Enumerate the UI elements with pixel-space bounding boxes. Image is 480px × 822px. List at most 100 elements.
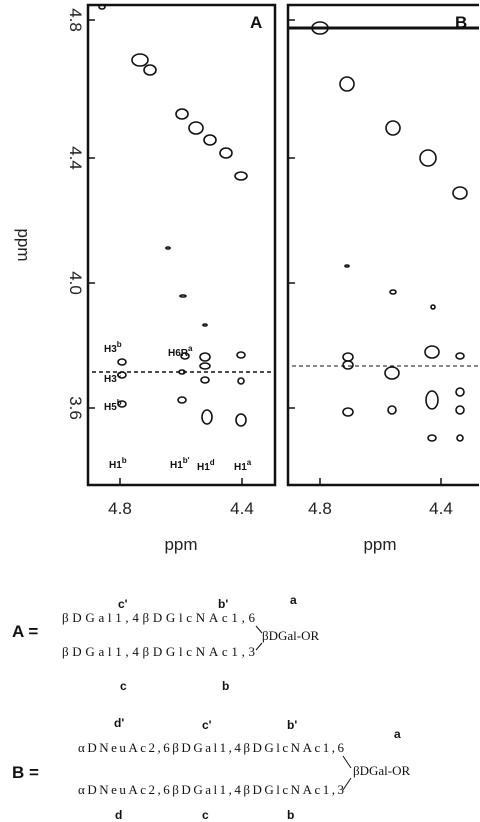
residue-letter: b' bbox=[287, 718, 297, 732]
y-tick-label: 3.6 bbox=[66, 396, 85, 420]
contour-peak bbox=[234, 171, 248, 181]
contour-peak bbox=[117, 400, 127, 408]
contour-peak bbox=[425, 390, 439, 410]
label-sup: b bbox=[117, 340, 122, 349]
contour-peak bbox=[384, 366, 400, 380]
residue-letter: b bbox=[222, 679, 229, 693]
contour-peak bbox=[236, 351, 246, 359]
peak-label: H6Ra bbox=[168, 344, 193, 359]
branch-text: αDNeuAc2,6βDGal1,4βDGlcNAc1,6 bbox=[78, 740, 345, 755]
label-sup: a bbox=[247, 458, 252, 467]
x-tick-label: 4.8 bbox=[108, 499, 132, 518]
contour-peak bbox=[177, 396, 187, 404]
x-axis-label: ppm bbox=[363, 535, 396, 554]
contour-peak bbox=[178, 369, 186, 375]
residue-letter: d' bbox=[114, 716, 124, 730]
label-sup: c bbox=[117, 370, 122, 379]
contour-peak bbox=[201, 409, 213, 425]
contour-peak bbox=[342, 352, 354, 362]
panel-label: A bbox=[250, 13, 262, 32]
peak-label: H1b' bbox=[170, 456, 190, 471]
contour-peak bbox=[344, 264, 350, 268]
contour-peak bbox=[180, 352, 190, 360]
label-text: H1 bbox=[170, 460, 183, 471]
label-text: H1 bbox=[234, 462, 247, 473]
core-text: βDGal-OR bbox=[353, 763, 410, 778]
contour-peak bbox=[199, 352, 211, 362]
structure-label: B = bbox=[12, 763, 39, 782]
contour-peak bbox=[175, 108, 189, 120]
peak-label: H1d bbox=[197, 458, 215, 473]
contour-peak bbox=[143, 64, 157, 76]
residue-letter: c' bbox=[202, 718, 212, 732]
label-text: H3 bbox=[104, 374, 117, 385]
residue-letter: c bbox=[202, 808, 209, 822]
contour-peak bbox=[202, 323, 208, 327]
peak-label: H3c bbox=[104, 370, 122, 385]
y-tick-label: 4.4 bbox=[66, 146, 85, 170]
contour-peak bbox=[389, 289, 397, 295]
y-tick-label: 4.8 bbox=[66, 8, 85, 32]
contour-peak bbox=[419, 149, 437, 167]
contour-peak bbox=[456, 434, 464, 442]
contour-peak bbox=[98, 4, 106, 10]
contour-peak bbox=[199, 362, 211, 370]
x-tick-label: 4.4 bbox=[429, 499, 453, 518]
peak-label: H3b bbox=[104, 340, 122, 355]
contour-peak bbox=[427, 434, 437, 442]
label-text: H5 bbox=[104, 402, 117, 413]
label-sup: b bbox=[122, 456, 127, 465]
residue-letter: c bbox=[120, 679, 127, 693]
branch-connector bbox=[255, 625, 263, 651]
residue-letter: a bbox=[290, 593, 297, 607]
label-sup: a bbox=[188, 344, 193, 353]
branch-connector bbox=[342, 755, 352, 791]
contour-peak bbox=[131, 53, 149, 67]
peak-label: H1a bbox=[234, 458, 252, 473]
x-axis-label: ppm bbox=[164, 535, 197, 554]
peak-label: H1b bbox=[109, 456, 127, 471]
contour-peak bbox=[455, 387, 465, 397]
label-text: H1 bbox=[197, 462, 210, 473]
x-tick-label: 4.8 bbox=[308, 499, 332, 518]
branch-text: αDNeuAc2,6βDGal1,4βDGlcNAc1,3 bbox=[78, 782, 344, 797]
contour-peak bbox=[188, 121, 204, 135]
contour-peak bbox=[235, 413, 247, 427]
panel-frame bbox=[286, 3, 479, 487]
contour-peak bbox=[430, 304, 436, 310]
label-text: H1 bbox=[109, 460, 122, 471]
label-sup: b' bbox=[183, 456, 190, 465]
residue-letter: d bbox=[115, 808, 122, 822]
contour-peak bbox=[455, 352, 465, 360]
contour-peak bbox=[387, 405, 397, 415]
contour-peak bbox=[385, 120, 401, 136]
contour-peak bbox=[342, 360, 354, 370]
contour-peak bbox=[455, 405, 465, 415]
contour-peak bbox=[237, 377, 245, 385]
contour-peak bbox=[311, 21, 329, 35]
branch-text: βDGal1,4βDGlcNAc1,3 bbox=[62, 644, 255, 659]
residue-letter: b' bbox=[218, 597, 228, 611]
contour-peak bbox=[179, 294, 187, 298]
y-axis-label: ppm bbox=[14, 228, 33, 261]
label-text: H6R bbox=[168, 348, 189, 359]
contour-peak bbox=[200, 376, 210, 384]
contour-peak bbox=[424, 345, 440, 359]
label-text: H3 bbox=[104, 344, 117, 355]
contour-peak bbox=[219, 147, 233, 159]
x-tick-label: 4.4 bbox=[230, 499, 254, 518]
label-sup: d bbox=[210, 458, 215, 467]
branch-text: βDGal1,4βDGlcNAc1,6 bbox=[62, 610, 256, 625]
contour-peak bbox=[165, 246, 171, 250]
contour-peak bbox=[117, 371, 127, 379]
residue-letter: c' bbox=[118, 597, 128, 611]
contour-peak bbox=[339, 76, 355, 92]
panel-label: B bbox=[455, 13, 467, 32]
y-tick-label: 4.0 bbox=[66, 271, 85, 295]
residue-letter: b bbox=[287, 808, 294, 822]
contour-peak bbox=[117, 358, 127, 366]
residue-letter: a bbox=[394, 727, 401, 741]
contour-peak bbox=[452, 186, 468, 200]
